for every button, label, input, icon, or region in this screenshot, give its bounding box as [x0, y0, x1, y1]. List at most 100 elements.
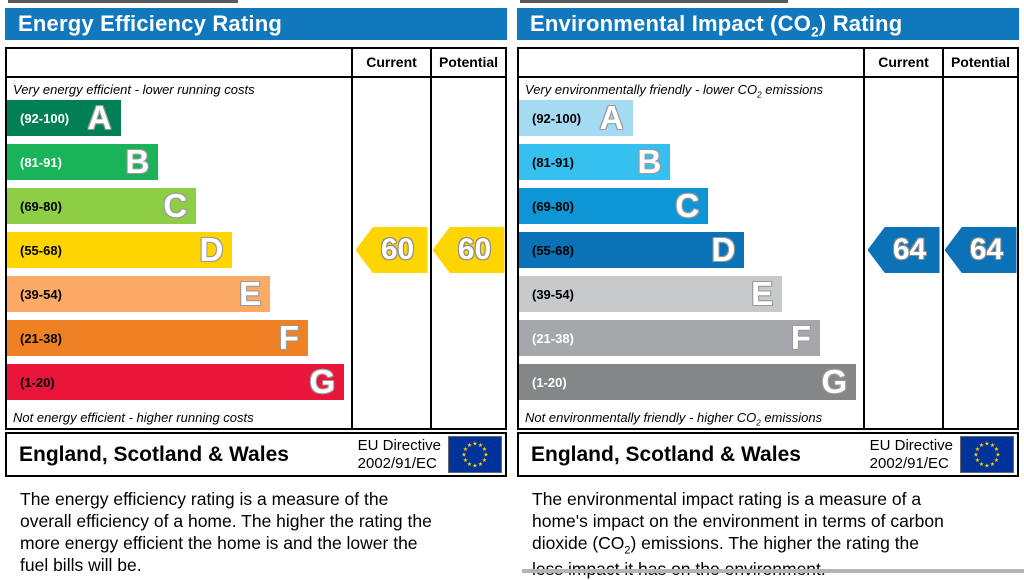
current-rating-value: 60	[380, 233, 415, 266]
energy-footer-bar: England, Scotland & Wales EU Directive 2…	[5, 432, 507, 477]
svg-text:★: ★	[472, 441, 477, 448]
svg-text:★: ★	[979, 461, 984, 468]
svg-text:★: ★	[990, 461, 995, 468]
column-header-current: Current	[863, 49, 942, 76]
band-row-g: (1-20) G	[519, 363, 857, 400]
band-range: (1-20)	[20, 374, 55, 390]
caption-text: Very environmentally friendly - lower CO	[525, 82, 758, 97]
band-letter: B	[637, 143, 662, 180]
band-row-d: (55-68) D	[519, 231, 745, 268]
region-label: England, Scotland & Wales	[19, 442, 289, 466]
top-caption: Very environmentally friendly - lower CO…	[519, 80, 863, 100]
band-row-f: (21-38) F	[519, 320, 820, 356]
band-row-c: (69-80) C	[519, 187, 709, 224]
header-spacer	[7, 49, 351, 76]
cropped-element-bottom-right	[522, 569, 1024, 573]
desc-subscript: 2	[624, 544, 631, 557]
svg-text:★: ★	[463, 457, 468, 464]
band-letter: B	[125, 143, 150, 180]
current-column: 60	[351, 78, 430, 428]
top-caption: Very energy efficient - lower running co…	[7, 80, 351, 100]
potential-column: 60	[430, 78, 505, 428]
potential-rating-value: 64	[969, 233, 1004, 266]
current-rating-value: 64	[892, 233, 927, 266]
potential-rating-arrow: 64	[944, 227, 1017, 273]
eu-directive-line2: 2002/91/EC	[869, 454, 949, 472]
band-row-a: (92-100) A	[519, 100, 633, 136]
band-row-g: (1-20) G	[7, 364, 345, 400]
title-text-end: ) Rating	[818, 11, 903, 36]
bottom-caption: Not energy efficient - higher running co…	[7, 408, 351, 428]
band-row-a: (92-100) A	[7, 100, 121, 136]
energy-rating-table: Current Potential Very energy efficient …	[5, 47, 507, 430]
band-letter: G	[821, 363, 848, 400]
band-range: (21-38)	[20, 330, 62, 346]
svg-text:★: ★	[461, 452, 466, 459]
environmental-description-text: The environmental impact rating is a mea…	[532, 488, 944, 580]
caption-text-end: emissions	[760, 410, 823, 425]
column-header-potential: Potential	[942, 49, 1017, 76]
title-subscript: 2	[811, 24, 819, 40]
band-letter: C	[675, 187, 700, 224]
energy-description-text: The energy efficiency rating is a measur…	[20, 488, 432, 580]
environmental-band-chart: Very environmentally friendly - lower CO…	[519, 78, 863, 428]
band-letter: D	[199, 231, 224, 268]
table-header-row: Current Potential	[7, 49, 505, 78]
eu-directive-label: EU Directive 2002/91/EC	[870, 437, 960, 473]
title-text: Environmental Impact (CO	[530, 11, 812, 36]
eu-flag-icon: ★ ★ ★ ★ ★ ★ ★ ★ ★ ★ ★ ★	[448, 436, 502, 473]
svg-text:★: ★	[994, 446, 999, 453]
band-letter: F	[278, 319, 299, 356]
environmental-title-bar: Environmental Impact (CO2) Rating	[517, 8, 1019, 40]
svg-text:★: ★	[975, 457, 980, 464]
eu-directive-line1: EU Directive	[869, 436, 953, 454]
band-letter: D	[711, 231, 736, 268]
svg-text:★: ★	[984, 441, 989, 448]
band-range: (21-38)	[532, 330, 574, 346]
potential-rating-value: 60	[457, 233, 492, 266]
energy-band-chart: Very energy efficient - lower running co…	[7, 78, 351, 428]
eu-flag-icon: ★ ★ ★ ★ ★ ★ ★ ★ ★ ★ ★ ★	[960, 436, 1014, 473]
svg-text:★: ★	[975, 446, 980, 453]
energy-title-bar: Energy Efficiency Rating	[5, 8, 507, 40]
band-range: (55-68)	[20, 242, 62, 258]
energy-panel-title: Energy Efficiency Rating	[18, 11, 282, 36]
band-range: (69-80)	[532, 198, 574, 214]
band-row-b: (81-91) B	[519, 143, 671, 180]
table-body: Very environmentally friendly - lower CO…	[519, 78, 1017, 428]
eu-directive-line2: 2002/91/EC	[357, 454, 437, 472]
region-label: England, Scotland & Wales	[531, 442, 801, 466]
band-row-d: (55-68) D	[7, 231, 233, 268]
caption-subscript: 2	[756, 418, 761, 428]
column-header-potential: Potential	[430, 49, 505, 76]
band-range: (39-54)	[532, 286, 574, 302]
svg-text:★: ★	[467, 442, 472, 449]
band-range: (81-91)	[532, 154, 574, 170]
band-range: (55-68)	[532, 242, 574, 258]
band-row-b: (81-91) B	[7, 143, 159, 180]
environmental-impact-panel: Environmental Impact (CO2) Rating Curren…	[517, 8, 1019, 580]
band-row-f: (21-38) F	[7, 320, 308, 356]
svg-text:★: ★	[994, 457, 999, 464]
header-spacer	[519, 49, 863, 76]
desc-text: The environmental impact rating is a mea…	[532, 489, 944, 554]
band-range: (92-100)	[532, 110, 582, 126]
cropped-element-top-left	[8, 0, 238, 3]
band-letter: A	[87, 99, 112, 136]
current-rating-arrow: 60	[355, 227, 428, 273]
band-range: (92-100)	[20, 110, 70, 126]
band-range: (1-20)	[532, 374, 567, 390]
band-row-c: (69-80) C	[7, 188, 197, 224]
bottom-caption: Not environmentally friendly - higher CO…	[519, 408, 863, 428]
svg-text:★: ★	[995, 452, 1000, 459]
desc-text: The energy efficiency rating is a measur…	[20, 489, 432, 576]
environmental-panel-title: Environmental Impact (CO2) Rating	[530, 11, 903, 40]
caption-text: Not environmentally friendly - higher CO	[525, 410, 757, 425]
svg-text:★: ★	[463, 446, 468, 453]
potential-column: 64	[942, 78, 1017, 428]
energy-efficiency-panel: Energy Efficiency Rating Current Potenti…	[5, 8, 507, 580]
caption-subscript: 2	[757, 90, 762, 100]
svg-text:★: ★	[478, 442, 483, 449]
svg-text:★: ★	[472, 463, 477, 470]
